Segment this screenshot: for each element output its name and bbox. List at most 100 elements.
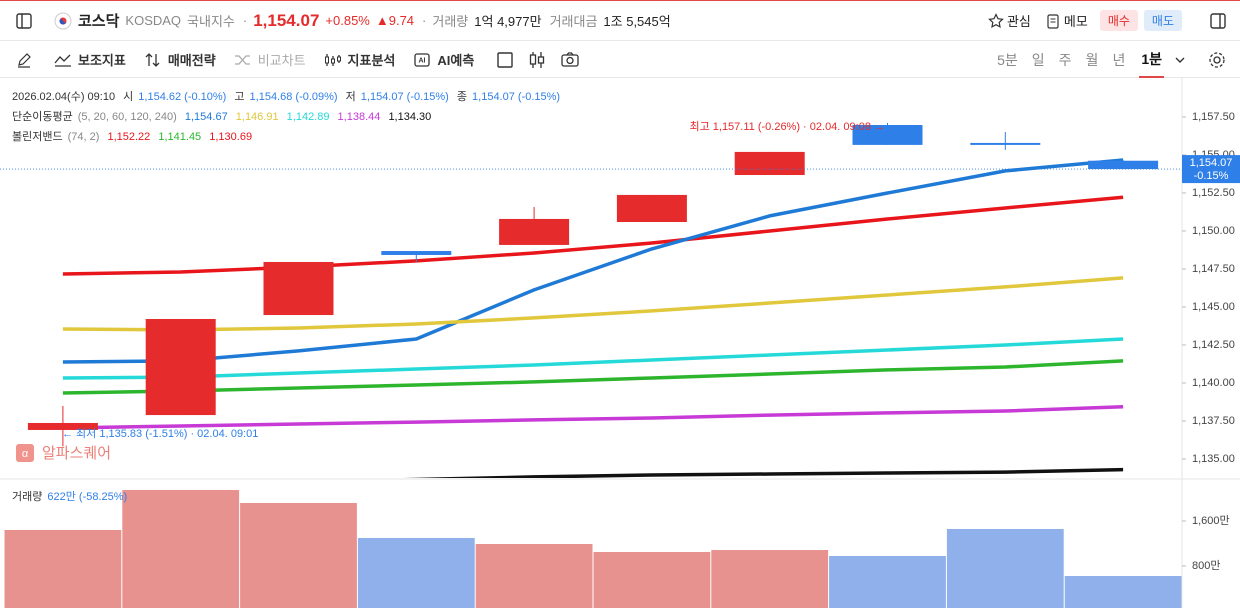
bb-title: 볼린저밴드 [12, 131, 63, 143]
ohlc-info: 2026.02.04(수) 09:10 시 1,154.62 (-0.10%) 고… [12, 88, 565, 104]
volume-bar [946, 528, 1064, 608]
volume-label: 거래량 [432, 14, 469, 29]
tool-label: AI예측 [437, 53, 475, 68]
y-tick-label: 1,135.00 [1192, 453, 1235, 465]
tool-icon [145, 52, 160, 67]
tool-label: 지표분석 [347, 53, 396, 68]
change-pct: +0.85% [325, 13, 370, 28]
high-label: 고 [234, 91, 245, 103]
candle-icon[interactable] [528, 51, 546, 69]
memo-icon[interactable] [1045, 13, 1061, 29]
bb-params: (74, 2) [67, 131, 100, 143]
tool[interactable]: 지표분석 [324, 50, 396, 69]
y-tick-label: 1,157.50 [1192, 111, 1235, 123]
volume: 1억 4,977만 [474, 14, 542, 29]
y-tick-label: 1,147.50 [1192, 263, 1235, 275]
draw-icon[interactable] [16, 52, 32, 68]
candle-body [263, 261, 334, 316]
volume-legend: 거래량 622만 (-58.25%) [12, 488, 132, 504]
square-icon[interactable] [496, 51, 514, 69]
ma-value: 1,142.89 [286, 111, 330, 123]
y-tick-label: 1,150.00 [1192, 225, 1235, 237]
star-icon[interactable] [988, 12, 1004, 29]
tool-icon [234, 54, 250, 65]
tool[interactable]: AI AI예측 [413, 50, 474, 69]
candle-body [734, 151, 805, 176]
tool-label: 매매전략 [167, 53, 216, 68]
tool-icon [54, 54, 71, 67]
tool-icon: AI [414, 52, 431, 67]
volume-bar [122, 490, 240, 608]
high-annotation: 최고 1,157.11 (-0.26%) · 02.04. 09:08 → [689, 121, 885, 133]
memo-button[interactable]: 메모 [1063, 14, 1088, 29]
candle-body [616, 194, 687, 222]
indicator-line [62, 195, 1124, 276]
y-tick-label: 1,140.00 [1192, 377, 1235, 389]
amount: 1조 5,545억 [603, 14, 671, 29]
amount-label: 거래대금 [549, 14, 598, 29]
candle-body [1088, 160, 1159, 170]
volume-bar [829, 555, 946, 608]
close-label: 종 [456, 91, 468, 103]
close: 1,154.07 (-0.15%) [472, 91, 561, 103]
settings-icon[interactable] [1208, 51, 1226, 69]
period[interactable]: 5분 [997, 51, 1018, 68]
watch-button[interactable]: 관심 [1006, 14, 1031, 29]
ma-legend: 단순이동평균 (5, 20, 60, 120, 240) 1,154.67 1,1… [12, 108, 436, 124]
indicator-line [62, 404, 1124, 430]
chevron-icon[interactable] [1174, 54, 1186, 66]
volume-title: 거래량 [12, 491, 43, 503]
candle-body [27, 422, 98, 430]
watermark: 알파스퀘어 [42, 445, 111, 462]
low: 1,154.07 (-0.15%) [360, 91, 449, 103]
bb-value: 1,152.22 [107, 131, 151, 143]
indicator-line [62, 158, 1124, 364]
svg-text:AI: AI [419, 57, 426, 64]
bb-value: 1,141.45 [158, 131, 202, 143]
open: 1,154.62 (-0.10%) [138, 91, 227, 103]
watermark-icon [16, 444, 34, 462]
volume-bar [357, 537, 475, 608]
volume-bar [475, 544, 593, 608]
period-selected[interactable]: 1분 [1139, 41, 1164, 78]
chart: 1,135.00 1,137.50 1,140.00 1,142.50 1,145.00… [0, 78, 1240, 608]
camera-icon[interactable] [560, 51, 580, 69]
watermark-glyph: α [22, 448, 29, 460]
low-label: 저 [345, 91, 356, 103]
name: 코스닥 [78, 13, 120, 30]
y-tick-label: 1,145.00 [1192, 301, 1235, 313]
indicator-line [62, 276, 1124, 332]
panel-icon[interactable] [1210, 12, 1226, 29]
indicator-line [403, 467, 1124, 478]
tool-label: 비교차트 [257, 53, 306, 68]
buy-button[interactable]: 매수 [1099, 10, 1138, 31]
volume-bar [1064, 576, 1182, 608]
period[interactable]: 월 [1085, 51, 1099, 68]
tool[interactable]: 매매전략 [144, 50, 216, 69]
panel-icon[interactable] [16, 12, 32, 29]
tool[interactable]: 비교차트 [234, 50, 306, 69]
y-tick-label: 800만 [1192, 559, 1220, 572]
period[interactable]: 일 [1031, 51, 1045, 68]
y-tick-label: 1,142.50 [1192, 339, 1235, 351]
period[interactable]: 주 [1058, 51, 1072, 68]
last-price-tag [1182, 155, 1240, 184]
candle-body [970, 142, 1041, 145]
candle-body [381, 251, 452, 255]
volume-subtitle: 622만 (-58.25%) [47, 491, 128, 503]
low-annotation: ← 최저 1,135.83 (-1.51%) · 02.04. 09:01 [62, 428, 259, 440]
last-price-label: 1,154.07 [1190, 157, 1233, 169]
open-label: 시 [123, 91, 134, 103]
y-tick-label: 1,600만 [1192, 514, 1230, 527]
sell-button[interactable]: 매도 [1143, 10, 1182, 31]
bb-legend: 볼린저밴드 (74, 2) 1,152.22 1,141.45 1,130.69 [12, 128, 257, 144]
indicator-line [62, 337, 1124, 380]
period[interactable]: 년 [1112, 51, 1126, 68]
tool[interactable]: 보조지표 [54, 50, 126, 69]
volume-bar [711, 550, 829, 608]
volume-bar [240, 503, 357, 608]
change: ▲9.74 [375, 13, 415, 28]
axis: 1,135.00 1,137.50 1,140.00 1,142.50 1,145.00… [1182, 111, 1240, 572]
candle-body [852, 124, 923, 145]
